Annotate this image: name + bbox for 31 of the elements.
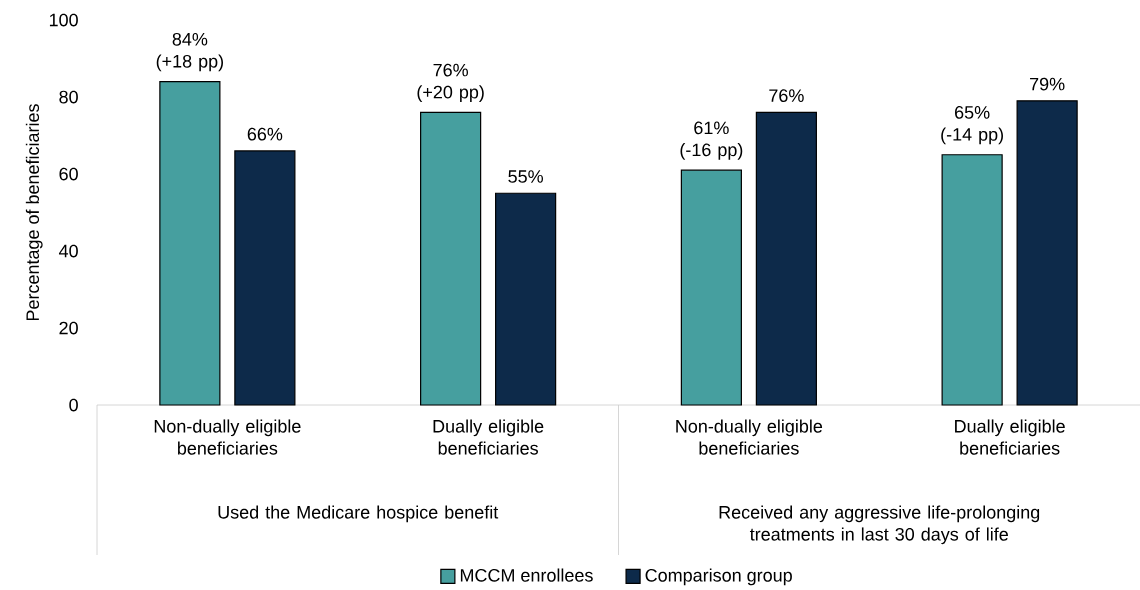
data-label: 55% [508, 170, 543, 183]
y-tick-label: 40 [58, 244, 78, 258]
data-label: 65% (-14 pp) [941, 106, 1003, 145]
x-tick-label: Dually eligible beneficiaries [955, 419, 1065, 455]
text: Used the Medicare hospice benefit [218, 505, 499, 523]
x-tick-label: Dually eligible beneficiaries [433, 419, 544, 455]
data-label: 76% (+20 pp) [417, 63, 484, 103]
y-axis-title: Percentage of beneficiaries [25, 104, 43, 321]
y-tick-label: 100 [49, 13, 78, 27]
bar [755, 111, 817, 406]
bar [1016, 100, 1078, 406]
data-label: 76% [769, 89, 804, 103]
y-tick-label: 0 [69, 398, 78, 412]
x-tick-label: Non-dually eligible beneficiaries [154, 419, 301, 455]
data-label: 66% [247, 127, 283, 141]
x-tick-label: Non-dually eligible beneficiaries [676, 419, 823, 455]
text: Received any aggressive life-prolonging treatments in last 30 days of life [719, 505, 1040, 545]
bar [234, 150, 296, 406]
y-tick-label: 60 [59, 167, 78, 181]
bar [495, 192, 557, 406]
legend-label: MCCM enrollees [460, 568, 593, 582]
bar [941, 154, 1003, 406]
y-tick-label: 20 [59, 321, 78, 335]
bar [420, 111, 482, 406]
data-label: 79% [1030, 77, 1065, 91]
bar [159, 81, 221, 406]
data-label: 84% (+18 pp) [156, 32, 224, 72]
y-tick-label: 80 [59, 90, 78, 104]
bar [680, 169, 742, 406]
data-label: 61% (-16 pp) [680, 121, 743, 160]
legend-label: Comparison group [645, 568, 792, 586]
